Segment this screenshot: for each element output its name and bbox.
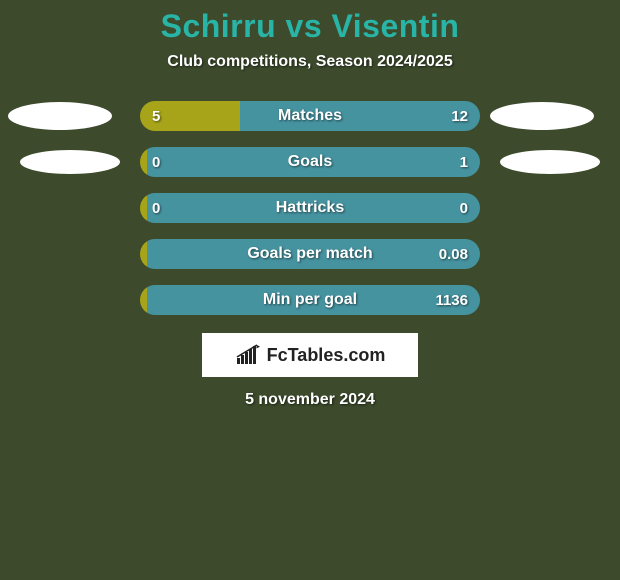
bar-seg-right — [147, 239, 480, 269]
stat-bar: Hattricks00 — [140, 193, 480, 223]
stat-row: Goals01 — [0, 147, 620, 177]
bar-seg-left — [140, 101, 240, 131]
page-title: Schirru vs Visentin — [0, 0, 620, 45]
stat-bar: Matches512 — [140, 101, 480, 131]
stat-bar: Goals per match0.08 — [140, 239, 480, 269]
stat-row: Min per goal1136 — [0, 285, 620, 315]
bar-seg-left — [140, 285, 147, 315]
logo-text: FcTables.com — [267, 345, 386, 366]
player-right-ellipse — [490, 102, 594, 130]
date-text: 5 november 2024 — [0, 391, 620, 409]
comparison-card: Schirru vs Visentin Club competitions, S… — [0, 0, 620, 580]
stat-row: Goals per match0.08 — [0, 239, 620, 269]
bar-seg-right — [147, 193, 480, 223]
stat-bar: Goals01 — [140, 147, 480, 177]
bar-seg-right — [240, 101, 480, 131]
stat-bar: Min per goal1136 — [140, 285, 480, 315]
player-right-ellipse — [500, 150, 600, 174]
fctables-icon — [235, 344, 261, 366]
stat-row: Hattricks00 — [0, 193, 620, 223]
bar-seg-left — [140, 239, 147, 269]
stats-container: Matches512 Goals01 Hattricks00 Goals per ma… — [0, 101, 620, 315]
subtitle: Club competitions, Season 2024/2025 — [0, 53, 620, 71]
logo-box: FcTables.com — [202, 333, 418, 377]
bar-seg-right — [147, 147, 480, 177]
stat-row: Matches512 — [0, 101, 620, 131]
player-left-ellipse — [8, 102, 112, 130]
player-left-ellipse — [20, 150, 120, 174]
bar-seg-right — [147, 285, 480, 315]
bar-seg-left — [140, 193, 147, 223]
bar-seg-left — [140, 147, 147, 177]
